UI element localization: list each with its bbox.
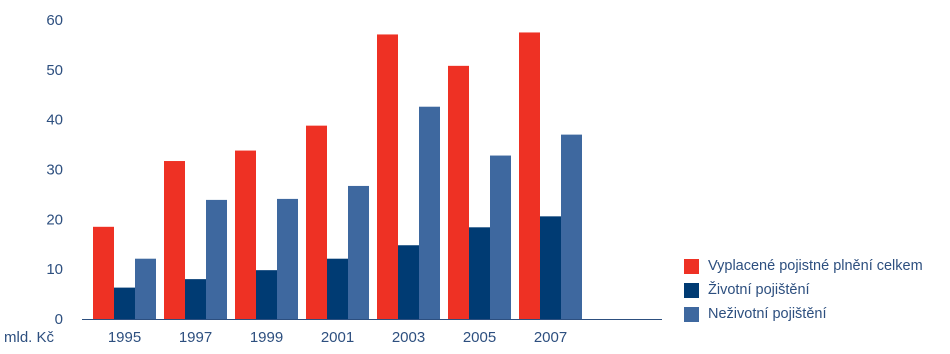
legend-swatch — [684, 258, 699, 274]
y-unit-label: mld. Kč — [4, 329, 55, 346]
bar — [398, 245, 419, 319]
bar — [519, 32, 540, 319]
y-tick-label: 20 — [46, 211, 63, 228]
bar — [561, 134, 582, 319]
chart-legend: Vyplacené pojistné plnění celkem Životní… — [684, 255, 950, 327]
x-tick-label: 2001 — [321, 329, 354, 346]
bar — [206, 199, 227, 319]
bar — [448, 65, 469, 319]
bar — [348, 185, 369, 319]
bar — [164, 161, 185, 319]
x-tick-label: 2003 — [392, 329, 425, 346]
bar — [277, 198, 298, 319]
bar — [419, 106, 440, 320]
legend-item-life: Životní pojištění — [684, 279, 950, 301]
x-tick-label: 1997 — [179, 329, 212, 346]
y-axis-ticks: 0 10 20 30 40 50 60 — [46, 12, 63, 328]
x-tick-label: 1995 — [108, 329, 141, 346]
bar — [185, 279, 206, 319]
bar — [327, 258, 348, 319]
legend-item-nonlife: Neživotní pojištění — [684, 303, 950, 325]
legend-swatch — [684, 282, 699, 298]
x-axis-ticks: 1995 1997 1999 2001 2003 2005 2007 — [108, 329, 567, 346]
bar-series — [93, 32, 582, 320]
bar — [135, 258, 156, 319]
bar — [256, 270, 277, 319]
y-tick-label: 60 — [46, 12, 63, 29]
legend-label: Vyplacené pojistné plnění celkem — [708, 258, 923, 274]
x-tick-label: 2005 — [463, 329, 496, 346]
legend-label: Životní pojištění — [708, 282, 810, 298]
legend-label: Neživotní pojištění — [708, 306, 827, 322]
bar — [93, 226, 114, 319]
bar — [377, 34, 398, 320]
bar — [114, 287, 135, 319]
bar — [306, 125, 327, 319]
legend-item-total: Vyplacené pojistné plnění celkem — [684, 255, 950, 277]
y-tick-label: 0 — [55, 311, 63, 328]
x-tick-label: 1999 — [250, 329, 283, 346]
bar — [540, 216, 561, 319]
y-tick-label: 10 — [46, 261, 63, 278]
y-tick-label: 50 — [46, 62, 63, 79]
y-tick-label: 40 — [46, 112, 63, 129]
bar — [235, 150, 256, 319]
bar — [469, 227, 490, 319]
x-tick-label: 2007 — [534, 329, 567, 346]
bar — [490, 155, 511, 319]
y-tick-label: 30 — [46, 162, 63, 179]
legend-swatch — [684, 306, 699, 322]
